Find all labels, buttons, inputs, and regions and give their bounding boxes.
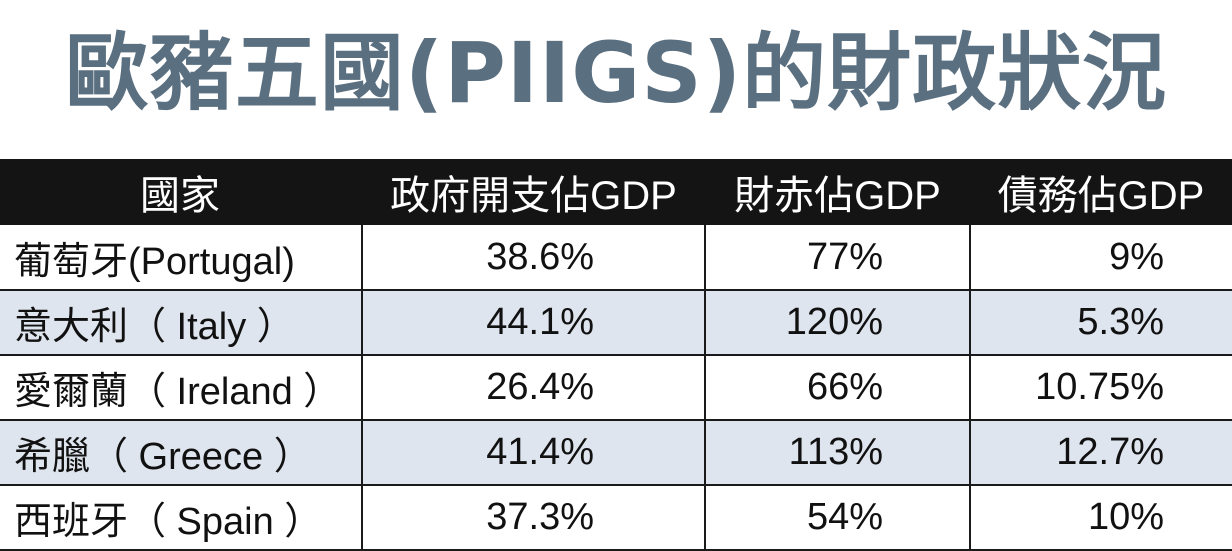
header-spending: 政府開支佔GDP <box>390 174 677 218</box>
deficit-cell: 54% <box>704 485 970 551</box>
table-row: 愛爾蘭（ Ireland ） 26.4% 66% 10.75% <box>0 355 1232 421</box>
table-row: 希臘（ Greece ） 41.4% 113% 12.7% <box>0 420 1232 486</box>
debt-cell: 5.3% <box>969 290 1232 356</box>
table-row: 西班牙（ Spain ） 37.3% 54% 10% <box>0 485 1232 551</box>
debt-cell: 10% <box>969 485 1232 551</box>
debt-cell: 12.7% <box>969 420 1232 486</box>
chart-title: 歐豬五國(PIIGS)的財政狀況 <box>64 24 1168 122</box>
country-cell: 希臘（ Greece ） <box>0 420 362 486</box>
debt-cell: 10.75% <box>969 355 1232 421</box>
spending-cell: 41.4% <box>361 420 705 486</box>
country-cell: 西班牙（ Spain ） <box>0 485 362 551</box>
deficit-cell: 66% <box>704 355 970 421</box>
debt-cell: 9% <box>969 225 1232 291</box>
country-cell: 意大利（ Italy ） <box>0 290 362 356</box>
table-row: 葡萄牙(Portugal) 38.6% 77% 9% <box>0 225 1232 291</box>
spending-cell: 38.6% <box>361 225 705 291</box>
header-country: 國家 <box>140 174 220 218</box>
country-cell: 葡萄牙(Portugal) <box>0 225 362 291</box>
spending-cell: 37.3% <box>361 485 705 551</box>
header-row: 國家 政府開支佔GDP 財赤佔GDP 債務佔GDP <box>0 159 1232 225</box>
table-row: 意大利（ Italy ） 44.1% 120% 5.3% <box>0 290 1232 356</box>
deficit-cell: 120% <box>704 290 970 356</box>
spending-cell: 26.4% <box>361 355 705 421</box>
spending-cell: 44.1% <box>361 290 705 356</box>
deficit-cell: 113% <box>704 420 970 486</box>
deficit-cell: 77% <box>704 225 970 291</box>
piigs-table: 國家 政府開支佔GDP 財赤佔GDP 債務佔GDP 葡萄牙(Portugal) … <box>0 159 1232 551</box>
country-cell: 愛爾蘭（ Ireland ） <box>0 355 362 421</box>
header-deficit: 財赤佔GDP <box>734 174 941 218</box>
header-debt: 債務佔GDP <box>997 174 1205 218</box>
